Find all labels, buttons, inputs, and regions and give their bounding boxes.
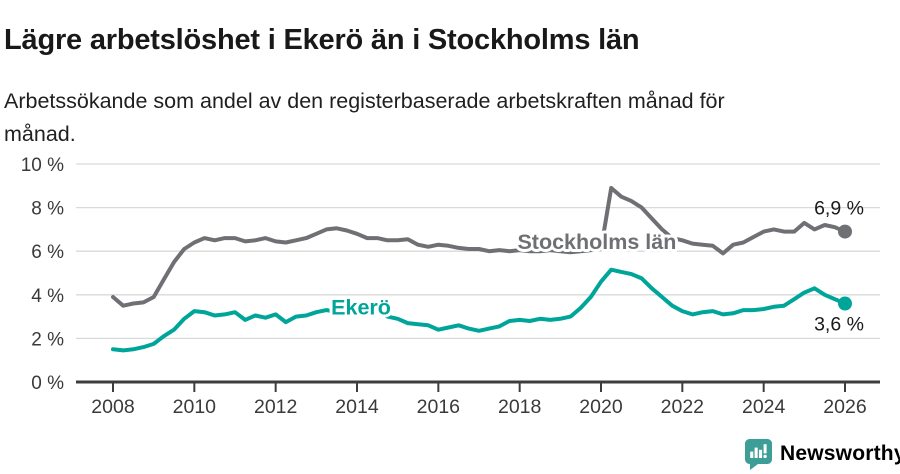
x-tick-label: 2020 <box>579 396 623 418</box>
y-tick-label: 4 % <box>31 286 64 307</box>
series-end-dot <box>838 296 853 311</box>
series-end-dot <box>838 224 853 239</box>
y-tick-label: 8 % <box>31 199 64 220</box>
x-tick-label: 2014 <box>335 396 379 418</box>
x-tick-label: 2026 <box>823 396 866 418</box>
y-tick-label: 10 % <box>21 155 64 176</box>
series-line-eker- <box>111 267 847 353</box>
x-tick-label: 2008 <box>91 396 134 418</box>
page-title: Lägre arbetslöshet i Ekerö än i Stockhol… <box>4 24 640 57</box>
series-label: Ekerö <box>331 295 391 319</box>
subtitle-line-2: månad. <box>4 121 76 146</box>
series-end-value-label: 6,9 % <box>814 198 864 220</box>
x-tick-label: 2018 <box>498 396 541 418</box>
x-tick-label: 2010 <box>173 396 217 418</box>
brand-name: Newsworthy <box>780 442 900 465</box>
y-tick-label: 6 % <box>31 242 64 263</box>
x-tick-label: 2016 <box>417 396 460 418</box>
unemployment-line-chart: 0 % 2 % 4 % 6 % 8 % 10 % 2008 2010 2012 2014 2016 2… <box>21 155 880 418</box>
y-tick-label: 2 % <box>31 329 64 350</box>
brand-footer: Newsworthy <box>744 438 900 470</box>
series-end-value-label: 3,6 % <box>814 314 864 336</box>
subtitle-line-1: Arbetssökande som andel av den registerb… <box>4 88 725 113</box>
y-tick-label: 0 % <box>31 373 64 394</box>
x-tick-label: 2022 <box>661 396 704 418</box>
x-tick-label: 2024 <box>742 396 786 418</box>
series-label: Stockholms län <box>517 230 676 254</box>
series-line-stockholms-l-n <box>111 186 847 308</box>
newsworthy-logo-icon <box>745 439 772 470</box>
x-tick-label: 2012 <box>254 396 297 418</box>
page-subtitle: Arbetssökande som andel av den registerb… <box>4 85 884 151</box>
